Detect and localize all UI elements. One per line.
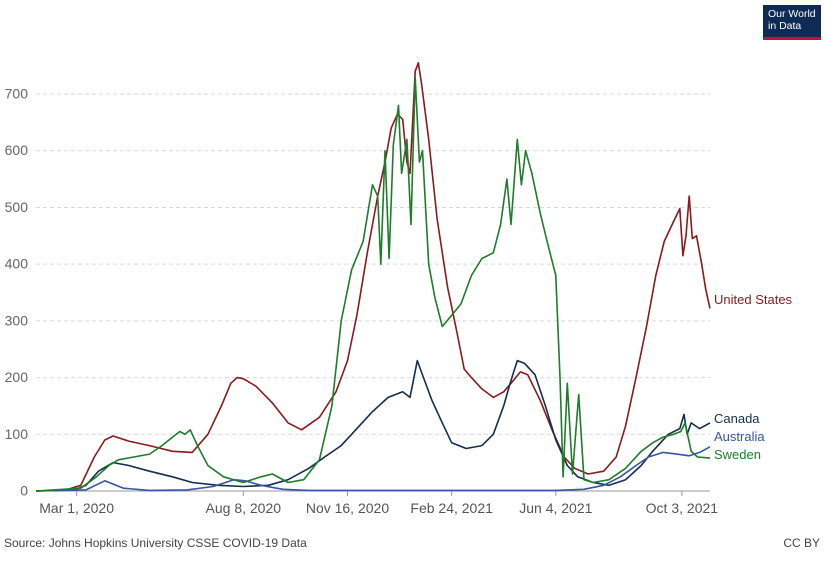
- y-tick-label-700: 700: [5, 86, 29, 102]
- grid-layer: [36, 93, 710, 435]
- series-line-united-states: [35, 62, 711, 492]
- y-tick-label-600: 600: [5, 142, 29, 158]
- series-layer: [35, 62, 711, 492]
- x-tick-label-3: Feb 24, 2021: [410, 500, 493, 516]
- y-tick-label-400: 400: [5, 256, 29, 272]
- y-tick-label-100: 100: [5, 426, 29, 442]
- y-tick-label-200: 200: [5, 369, 29, 385]
- x-tick-label-0: Mar 1, 2020: [39, 500, 114, 516]
- series-line-sweden: [35, 76, 711, 492]
- y-tick-label-300: 300: [5, 312, 29, 328]
- axis-layer: 0 100 200 300 400 500 600 700 Mar 1, 2020 Aug 8, …: [5, 86, 719, 516]
- source-note[interactable]: Source: Johns Hopkins University CSSE CO…: [4, 536, 307, 550]
- series-label-australia: Australia: [714, 429, 765, 444]
- x-tick-label-1: Aug 8, 2020: [206, 500, 282, 516]
- series-line-canada: [35, 359, 711, 492]
- series-line-australia: [35, 446, 711, 492]
- x-tick-label-5: Oct 3, 2021: [646, 500, 719, 516]
- logo-accent-bar: [763, 37, 821, 40]
- y-tick-label-500: 500: [5, 199, 29, 215]
- series-label-united-states: United States: [714, 292, 793, 307]
- logo-line-1: Our World: [768, 8, 816, 20]
- series-label-sweden: Sweden: [714, 447, 761, 462]
- label-layer: United States Canada Australia Sweden: [714, 292, 793, 462]
- logo-line-2: in Data: [768, 20, 802, 32]
- y-tick-label-0: 0: [20, 483, 28, 499]
- owid-logo[interactable]: Our World in Data: [763, 5, 821, 40]
- x-tick-label-4: Jun 4, 2021: [519, 500, 592, 516]
- x-tick-label-2: Nov 16, 2020: [306, 500, 389, 516]
- series-label-canada: Canada: [714, 411, 760, 426]
- license-label[interactable]: CC BY: [783, 536, 820, 550]
